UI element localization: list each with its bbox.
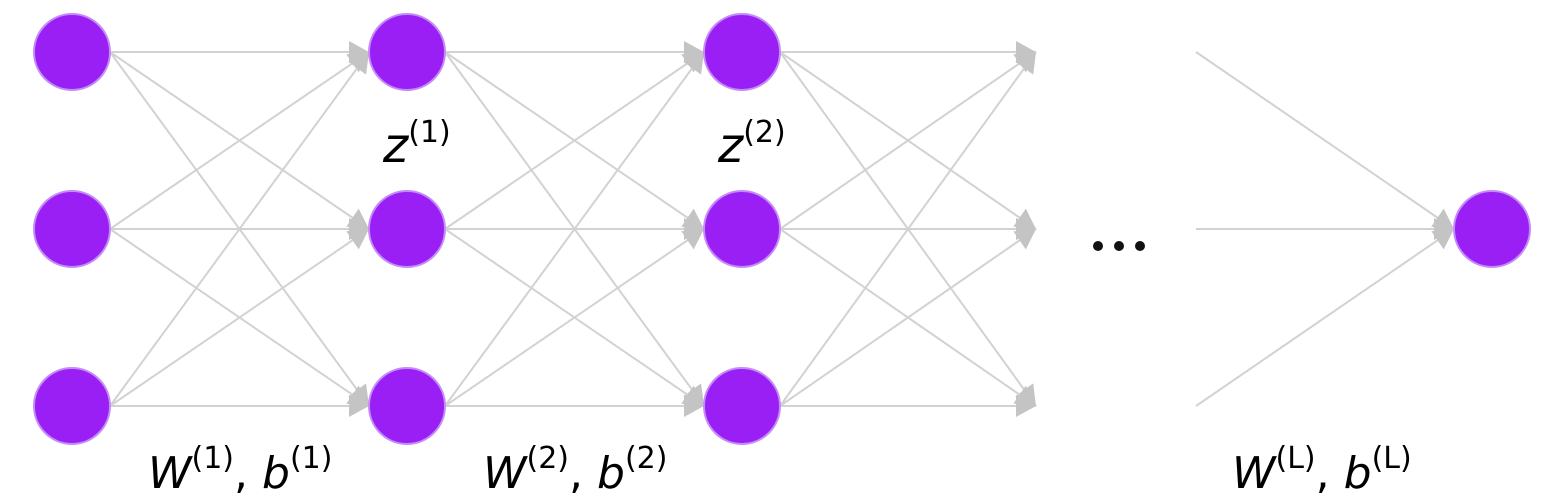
connection-edge bbox=[444, 51, 705, 230]
ellipsis-dot bbox=[1093, 241, 1103, 251]
z2-superscript: (2) bbox=[743, 115, 786, 150]
bL-symbol: b bbox=[1344, 448, 1372, 499]
hidden2-neuron bbox=[703, 367, 781, 445]
z1-symbol: z bbox=[382, 118, 410, 174]
input-neuron bbox=[33, 190, 111, 268]
label-weights-bias-2: W(2), b(2) bbox=[483, 441, 667, 499]
neurons bbox=[33, 13, 1531, 445]
label-weights-bias-1: W(1), b(1) bbox=[148, 441, 332, 499]
arrow-head-icon bbox=[1016, 395, 1036, 417]
z1-superscript: (1) bbox=[408, 115, 451, 150]
ellipsis bbox=[1093, 241, 1145, 251]
connection-edge bbox=[444, 228, 705, 407]
hidden1-neuron bbox=[368, 190, 446, 268]
connections bbox=[109, 41, 1455, 417]
label-z2: z(2) bbox=[717, 115, 786, 174]
wb2-separator: , bbox=[569, 448, 597, 499]
arrow-head-icon bbox=[348, 52, 369, 75]
ellipsis-dot bbox=[1135, 241, 1145, 251]
connection-edge bbox=[779, 51, 1037, 230]
wL-superscript: (L) bbox=[1276, 441, 1316, 476]
b1-symbol: b bbox=[262, 448, 290, 499]
connection-edge bbox=[779, 228, 1037, 407]
b1-superscript: (1) bbox=[290, 441, 333, 476]
connection-edge bbox=[779, 51, 1037, 407]
b2-symbol: b bbox=[597, 448, 625, 499]
connection-edge bbox=[1195, 51, 1455, 230]
arrow-head-icon bbox=[1431, 229, 1454, 250]
input-neuron bbox=[33, 367, 111, 445]
hidden2-neuron bbox=[703, 13, 781, 91]
output-neuron bbox=[1453, 190, 1531, 268]
wbL-separator: , bbox=[1316, 448, 1344, 499]
hidden1-neuron bbox=[368, 13, 446, 91]
wL-symbol: W bbox=[1232, 448, 1277, 499]
w2-symbol: W bbox=[483, 448, 528, 499]
b2-superscript: (2) bbox=[625, 441, 668, 476]
arrow-head-icon bbox=[1015, 52, 1036, 75]
arrow-head-icon bbox=[1013, 229, 1036, 250]
input-neuron bbox=[33, 13, 111, 91]
hidden2-neuron bbox=[703, 190, 781, 268]
arrow-head-icon bbox=[684, 395, 704, 417]
arrow-head-icon bbox=[346, 229, 369, 250]
bL-superscript: (L) bbox=[1372, 441, 1412, 476]
ellipsis-dot bbox=[1114, 241, 1124, 251]
hidden1-neuron bbox=[368, 367, 446, 445]
w1-symbol: W bbox=[148, 448, 193, 499]
label-weights-bias-L: W(L), b(L) bbox=[1232, 441, 1412, 499]
connection-edge bbox=[109, 51, 370, 407]
connection-edge bbox=[109, 51, 370, 230]
connection-edge bbox=[1195, 228, 1455, 407]
connection-edge bbox=[444, 51, 705, 407]
label-z1: z(1) bbox=[382, 115, 451, 174]
arrow-head-icon bbox=[683, 52, 704, 75]
arrow-head-icon bbox=[681, 229, 704, 250]
wb1-separator: , bbox=[234, 448, 262, 499]
arrow-head-icon bbox=[349, 395, 369, 417]
connection-edge bbox=[109, 228, 370, 407]
z2-symbol: z bbox=[717, 118, 745, 174]
w2-superscript: (2) bbox=[527, 441, 570, 476]
w1-superscript: (1) bbox=[192, 441, 235, 476]
